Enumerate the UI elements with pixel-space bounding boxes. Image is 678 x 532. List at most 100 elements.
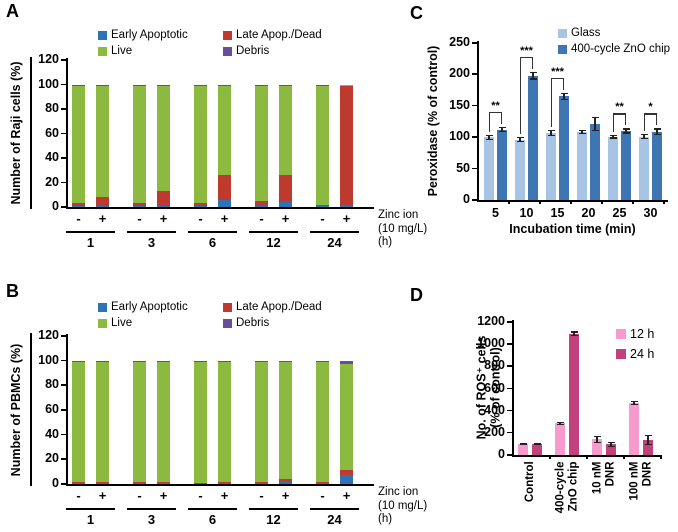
bar-segment-early-apoptotic [340, 205, 353, 207]
y-tick [61, 359, 66, 362]
legend-label: 12 h [630, 327, 655, 341]
sig-bracket-left [520, 56, 522, 135]
y-tick [61, 181, 66, 183]
panel-c: C Peroxidase (% of control) Incubation t… [400, 0, 678, 266]
legend-swatch-400-cycle-zno-chip [558, 45, 567, 55]
error-bar [550, 129, 552, 136]
x-axis-line [66, 484, 374, 486]
bar-segment-debris [279, 84, 292, 86]
y-tick-label: 60 [45, 125, 59, 140]
x-tick [586, 455, 588, 459]
bar-glass [546, 132, 556, 200]
bar-segment-late-apop-dead [96, 197, 109, 207]
x-axis-title-incubation: Incubation time (min) [509, 222, 636, 236]
sig-bracket-h [489, 112, 502, 114]
bar-segment-early-apoptotic [340, 475, 353, 484]
error-cap [533, 443, 541, 445]
x-tick [539, 200, 541, 204]
x-category-label: 10 [519, 206, 534, 220]
bar-segment-late-apop-dead [96, 482, 109, 483]
y-tick-label: 200 [449, 66, 470, 81]
error-cap [578, 130, 586, 132]
y-tick [61, 458, 66, 460]
error-cap [653, 133, 661, 135]
y-tick-label: 50 [456, 160, 470, 175]
x-tick [623, 455, 625, 459]
legend-label: 24 h [630, 347, 655, 361]
group-underline [66, 508, 115, 510]
bar-segment-late-apop-dead [218, 482, 231, 483]
bar-segment-live [157, 85, 170, 192]
error-cap [519, 443, 527, 445]
bar-segment-early-apoptotic [72, 206, 85, 207]
sig-bracket-right [625, 113, 627, 126]
y-tick-label: 0 [52, 199, 59, 213]
zinc-dose-label-a: (10 mg/L) [378, 223, 428, 235]
y-tick [472, 199, 477, 201]
y-tick [507, 431, 512, 434]
y-tick [61, 409, 66, 411]
y-tick-label: 80 [45, 101, 59, 115]
error-cap [644, 444, 652, 446]
error-bar [488, 134, 490, 140]
bar-segment-debris [96, 360, 109, 362]
condition-mark: - [320, 488, 325, 503]
condition-mark: + [220, 211, 229, 226]
condition-mark: + [98, 488, 107, 503]
bar-segment-early-apoptotic [157, 206, 170, 207]
bar-segment-late-apop-dead [316, 204, 329, 207]
bar-segment-late-apop-dead [133, 482, 146, 484]
y-tick-label: 250 [449, 35, 470, 49]
bar-segment-early-apoptotic [218, 482, 231, 484]
bar-segment-debris [133, 84, 146, 86]
panel-a: A Number of Raji cells (%) Zinc ion (10 … [0, 0, 427, 266]
x-category-line: ZnO chip [567, 461, 579, 511]
bar-segment-live [316, 361, 329, 482]
bar-segment-late-apop-dead [194, 202, 207, 207]
bar-segment-late-apop-dead [255, 481, 268, 483]
legend-swatch-live [98, 319, 107, 329]
legend-swatch-glass [558, 29, 567, 39]
x-category-label: 30 [643, 206, 658, 220]
error-bar [581, 130, 583, 135]
bar-segment-early-apoptotic [72, 482, 85, 484]
x-category-line: Control [523, 461, 536, 502]
x-category-label: 25 [612, 206, 627, 220]
bar-glass [577, 132, 587, 200]
condition-mark: + [342, 488, 351, 503]
bar-segment-live [194, 361, 207, 483]
x-category-line: 10 nM [591, 461, 604, 494]
bar-glass [608, 136, 618, 200]
legend-item-live: Live [98, 45, 132, 58]
y-tick [61, 83, 66, 85]
bar-segment-late-apop-dead [157, 481, 170, 483]
y-tick-label: 1000 [477, 336, 505, 351]
bar-segment-late-apop-dead [340, 470, 353, 476]
y-tick [472, 104, 477, 107]
group-label: 6 [208, 235, 217, 250]
sig-bracket-left [551, 78, 553, 127]
bar-segment-live [316, 85, 329, 205]
bar-24-h [606, 444, 616, 455]
error-cap [547, 134, 555, 137]
error-cap [533, 443, 541, 445]
bar-segment-early-apoptotic [255, 206, 268, 207]
error-cap [516, 141, 524, 143]
legend-swatch-debris [223, 319, 232, 329]
y-tick-label: 200 [484, 424, 505, 439]
y-tick [507, 343, 512, 345]
bar-segment-debris [194, 360, 207, 362]
y-tick [61, 108, 66, 110]
y-tick-label: 1200 [477, 314, 505, 328]
bar-segment-debris [218, 84, 231, 86]
sig-stars: *** [551, 66, 564, 79]
legend-label: Late Apop./Dead [236, 301, 322, 313]
error-cap [630, 401, 638, 403]
sig-stars: ** [491, 100, 500, 113]
legend-label: 400-cycle ZnO chip [571, 43, 671, 55]
y-tick-label: 20 [45, 174, 59, 189]
condition-mark: + [342, 211, 351, 226]
group-underline [310, 231, 359, 233]
legend-item-debris: Debris [223, 317, 269, 330]
group-label: 24 [327, 512, 342, 527]
